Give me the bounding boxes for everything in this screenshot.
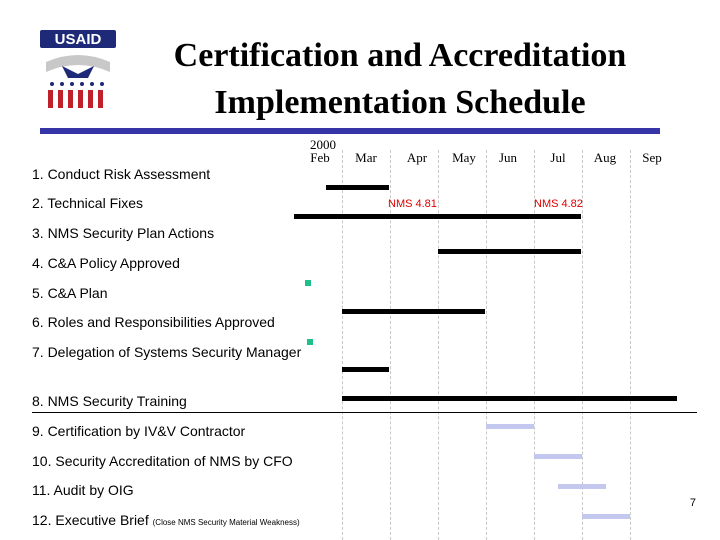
task-label: 12. Executive Brief <box>32 512 149 528</box>
title-rule <box>40 128 660 134</box>
bar-audit <box>558 484 606 489</box>
milestone-roles-approved <box>307 339 313 345</box>
task-label: 9. Certification by IV&V Contractor <box>32 423 246 439</box>
svg-text:USAID: USAID <box>55 31 102 48</box>
usaid-logo: USAID <box>40 30 116 108</box>
month-label: Feb <box>310 150 330 165</box>
task-label: 5. C&A Plan <box>32 285 108 301</box>
task-label: 8. NMS Security Training <box>32 393 187 409</box>
month-label: Jul <box>550 150 566 165</box>
task-label: 1. Conduct Risk Assessment <box>32 166 211 182</box>
year-label: 2000 <box>310 137 336 152</box>
month-label: Mar <box>355 150 377 165</box>
task-label: 7. Delegation of Systems Security Manage… <box>32 344 302 360</box>
annotation-nms-481: NMS 4.81 <box>388 198 437 210</box>
bar-security-plan <box>438 249 581 254</box>
page-title: Certification and Accreditation Implemen… <box>130 32 670 126</box>
month-label: Jun <box>498 150 518 165</box>
month-label: Apr <box>406 150 428 165</box>
month-gridline <box>630 150 631 540</box>
task-label: 4. C&A Policy Approved <box>32 255 180 271</box>
month-gridline <box>438 150 439 540</box>
bar-risk-assessment <box>326 185 389 190</box>
bar-executive-brief <box>582 514 630 519</box>
task-label: 11. Audit by OIG <box>32 482 134 498</box>
bar-security-training <box>342 396 677 401</box>
bar-technical-fixes <box>294 214 581 219</box>
task-note: (Close NMS Security Material Weakness) <box>152 518 300 527</box>
bar-certification <box>486 424 534 429</box>
task-label: 10. Security Accreditation of NMS by CFO <box>32 453 293 469</box>
bar-delegation <box>342 367 389 372</box>
task-label: 6. Roles and Responsibilities Approved <box>32 314 275 330</box>
task-label-12: 12. Executive Brief (Close NMS Security … <box>32 512 332 531</box>
month-label: Aug <box>593 150 617 165</box>
divider-line <box>32 412 697 413</box>
month-gridline <box>582 150 583 540</box>
bar-accreditation <box>534 454 582 459</box>
month-label: Sep <box>642 150 662 165</box>
month-gridline <box>342 150 343 540</box>
page-number: 7 <box>689 497 696 509</box>
bar-ca-plan <box>342 309 485 314</box>
month-label: May <box>452 150 476 165</box>
month-gridline <box>534 150 535 540</box>
task-label: 3. NMS Security Plan Actions <box>32 225 215 241</box>
annotation-nms-482: NMS 4.82 <box>534 198 583 210</box>
month-gridline <box>486 150 487 540</box>
milestone-policy-approved <box>305 280 311 286</box>
month-gridline <box>390 150 391 540</box>
title-line-2: Implementation Schedule <box>214 84 586 121</box>
task-label: 2. Technical Fixes <box>32 195 144 211</box>
title-line-1: Certification and Accreditation <box>173 37 627 74</box>
